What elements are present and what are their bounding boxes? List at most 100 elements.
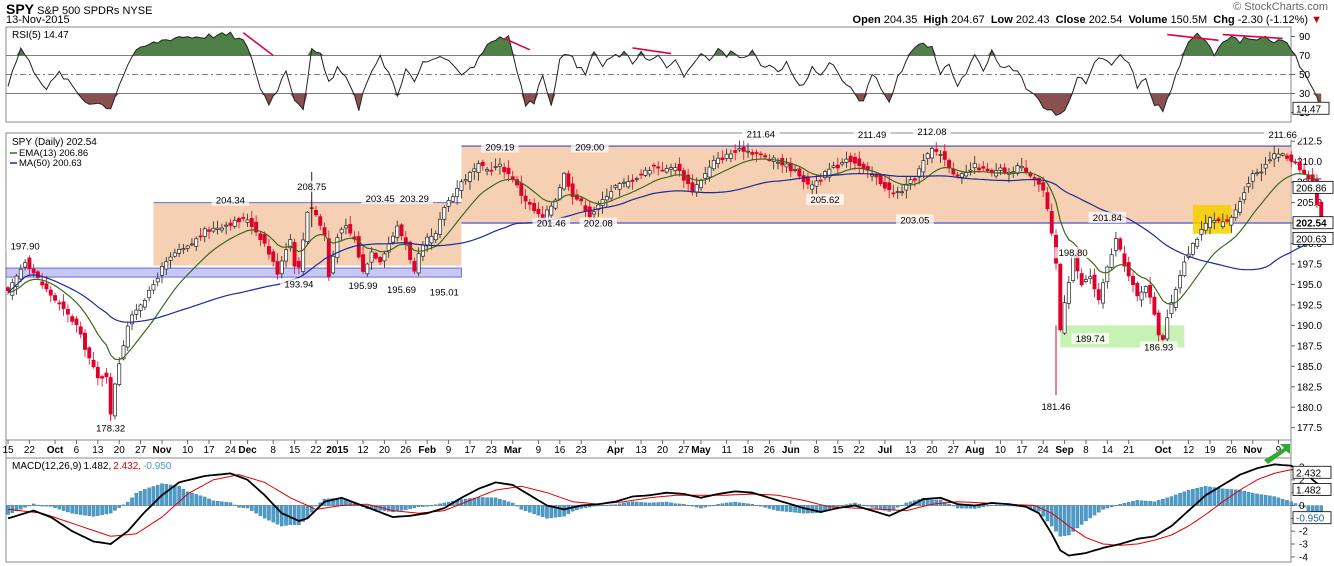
macd-histogram-bar — [545, 505, 549, 519]
macd-histogram-bar — [840, 505, 844, 507]
candle-body — [373, 252, 378, 259]
candle-body — [480, 161, 485, 166]
price-annotation-bg — [481, 141, 519, 153]
price-annotation-label: 201.46 — [537, 219, 566, 230]
brand-label[interactable]: © StockCharts.com — [1233, 1, 1328, 13]
x-tick-label: 15 — [2, 445, 14, 456]
price-annotation-label: 211.49 — [858, 130, 886, 141]
candle-body — [301, 239, 306, 272]
macd-histogram-bar — [1131, 501, 1135, 506]
macd-histogram-bar — [626, 502, 631, 506]
rsi-divergence-line — [242, 32, 274, 57]
candle-body — [468, 172, 472, 182]
x-tick-label: 17 — [464, 445, 476, 456]
candle-body — [438, 218, 442, 235]
macd-histogram-bar — [10, 505, 15, 513]
macd-histogram-bar — [468, 498, 472, 506]
macd-histogram-bar — [126, 501, 130, 506]
candle-body — [998, 167, 1003, 171]
candle-body — [874, 174, 879, 178]
candle-body — [112, 383, 117, 417]
x-tick-label: 20 — [379, 445, 391, 456]
candle-body — [442, 207, 447, 220]
price-annotation-label: 193.94 — [284, 279, 313, 290]
macd-histogram-bar — [481, 497, 485, 506]
candle-body — [1092, 274, 1097, 290]
candle-body — [493, 165, 498, 168]
candle-body — [65, 309, 70, 315]
close-value: 202.54 — [1088, 14, 1123, 26]
candle-body — [592, 211, 596, 215]
macd-histogram-bar — [412, 505, 417, 509]
macd-histogram-bar — [930, 499, 934, 506]
macd-histogram-bar — [493, 497, 498, 506]
candle-body — [117, 363, 122, 385]
rsi-y-tick-label: 70 — [1299, 51, 1311, 62]
macd-histogram-bar — [408, 505, 412, 510]
macd-histogram-bar — [652, 502, 656, 506]
macd-legend-label: MACD(12,26,9) — [12, 461, 81, 472]
candle-body — [164, 261, 169, 270]
candle-body — [639, 173, 644, 176]
candle-body — [1203, 222, 1208, 231]
candle-body — [583, 205, 588, 212]
candle-body — [977, 167, 981, 171]
candle-body — [1280, 153, 1285, 156]
candle-body — [181, 248, 186, 251]
candle-body — [917, 168, 922, 178]
security-name: S&P 500 SPDRs — [37, 5, 120, 17]
macd-histogram-bar — [164, 484, 169, 506]
candle-body — [699, 180, 703, 189]
candle-body — [660, 169, 665, 172]
macd-histogram-bar — [686, 505, 690, 506]
macd-histogram-bar — [1221, 488, 1225, 506]
candle-body — [31, 268, 36, 274]
price-candles — [6, 140, 1324, 420]
candle-body — [70, 316, 75, 322]
price-annotation-bg — [91, 422, 130, 434]
candle-body — [523, 195, 528, 202]
candle-body — [506, 167, 511, 175]
price-annotation-bg — [280, 278, 318, 290]
candle-body — [728, 153, 733, 159]
symbol[interactable]: SPY — [6, 1, 35, 17]
price-annotation-bg — [1088, 211, 1127, 223]
price-annotation-label: 198.80 — [1059, 248, 1088, 259]
candle-body — [142, 300, 147, 308]
candle-body — [797, 168, 802, 177]
price-y-tick-label: 190.0 — [1297, 321, 1322, 332]
x-tick-label: 16 — [554, 445, 566, 456]
macd-histogram-bar — [1195, 488, 1199, 506]
macd-histogram-bar — [553, 505, 558, 518]
macd-histogram-bar — [617, 503, 622, 506]
price-y-tick-label: 192.5 — [1297, 300, 1322, 311]
macd-histogram-bar — [549, 505, 554, 518]
macd-histogram-bar — [108, 505, 113, 514]
macd-histogram-bar — [712, 505, 716, 506]
x-tick-label: 19 — [1204, 445, 1216, 456]
ohlc-summary: Open 204.35 High 204.67 Low 202.43 Close… — [853, 14, 1322, 26]
x-tick-label: 27 — [678, 445, 690, 456]
candle-body — [793, 169, 798, 171]
macd-histogram-bar — [301, 505, 305, 522]
candle-body — [566, 173, 571, 187]
open-label: Open — [852, 14, 881, 26]
macd-histogram-bar — [699, 505, 703, 509]
candle-body — [408, 241, 413, 260]
candle-body — [450, 196, 455, 202]
candle-body — [382, 253, 387, 262]
macd-last-box — [1292, 465, 1332, 479]
candle-body — [177, 249, 182, 254]
candle-body — [429, 235, 434, 244]
candle-body — [656, 166, 661, 169]
macd-histogram-bar — [870, 505, 874, 508]
price-annotation-bg — [1139, 341, 1178, 353]
candle-body — [776, 161, 780, 164]
macd-histogram-bar — [741, 503, 746, 506]
rsi-y-tick-label: 90 — [1299, 32, 1311, 43]
macd-histogram-bar — [228, 502, 233, 506]
price-panel-title: SPY (Daily) 202.54 — [12, 137, 97, 148]
macd-histogram-bar — [998, 505, 1003, 506]
candle-body — [1084, 279, 1088, 283]
macd-histogram-bar — [113, 505, 117, 511]
